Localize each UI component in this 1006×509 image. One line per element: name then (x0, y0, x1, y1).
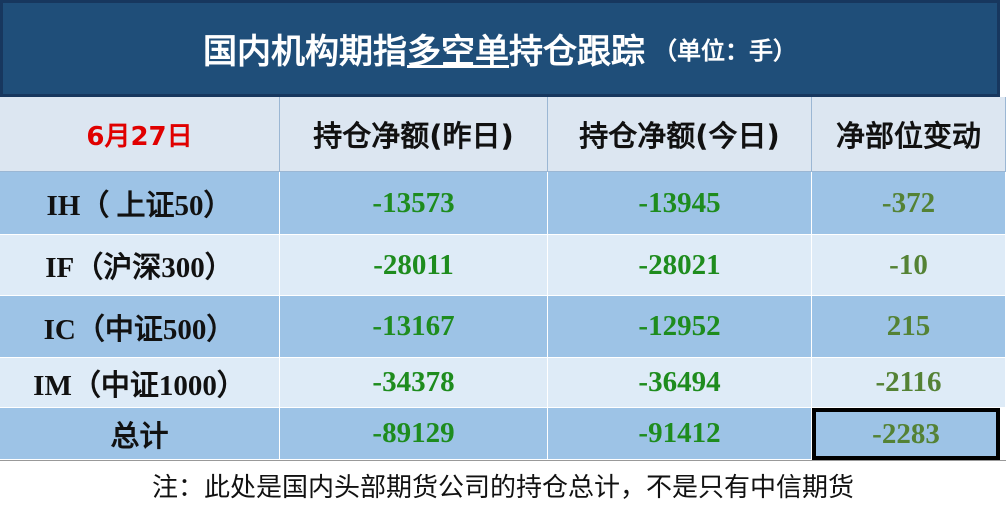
value-cell: -13945 (548, 172, 812, 235)
row-label: IC（中证500） (0, 296, 280, 358)
column-header: 6月27日 (0, 97, 280, 172)
value-cell: -12952 (548, 296, 812, 358)
row-label: 总计 (0, 408, 280, 460)
row-label: IH（ 上证50） (0, 172, 280, 235)
column-header: 净部位变动 (812, 97, 1006, 172)
column-header: 持仓净额(今日) (548, 97, 812, 172)
value-cell: 215 (812, 296, 1006, 358)
value-cell: -89129 (280, 408, 548, 460)
value-cell: -28021 (548, 235, 812, 296)
value-cell: -10 (812, 235, 1006, 296)
title-underlined: 多空单 (407, 32, 509, 72)
title: 国内机构期指 (203, 32, 407, 72)
note: 注：此处是国内头部期货公司的持仓总计，不是只有中信期货 (0, 460, 1006, 509)
value-cell: -13573 (280, 172, 548, 235)
column-header: 持仓净额(昨日) (280, 97, 548, 172)
row-label: IF（沪深300） (0, 235, 280, 296)
value-cell: -28011 (280, 235, 548, 296)
title: 持仓跟踪 (509, 32, 645, 72)
value-cell: -34378 (280, 358, 548, 408)
title-bar: 国内机构期指 多空单 持仓跟踪 （单位：手） (0, 0, 1000, 97)
value-cell: -2283 (812, 408, 1000, 460)
value-cell: -36494 (548, 358, 812, 408)
value-cell: -91412 (548, 408, 812, 460)
row-label: IM（中证1000） (0, 358, 280, 408)
value-cell: -2116 (812, 358, 1006, 408)
unit: （单位：手） (653, 37, 797, 65)
value-cell: -13167 (280, 296, 548, 358)
value-cell: -372 (812, 172, 1006, 235)
